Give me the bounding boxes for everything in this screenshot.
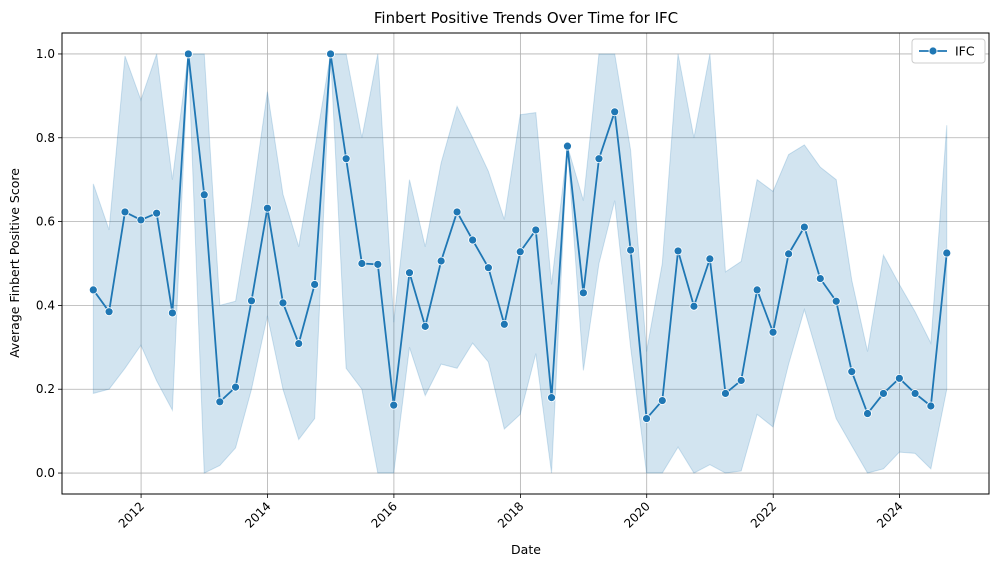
- y-tick-label: 0.0: [36, 466, 55, 480]
- data-point: [515, 247, 525, 257]
- data-point: [278, 298, 288, 308]
- data-point: [373, 259, 383, 269]
- y-tick-label: 0.4: [36, 298, 55, 312]
- legend-marker-swatch: [928, 46, 938, 56]
- data-point: [705, 254, 715, 264]
- data-point: [405, 268, 414, 278]
- y-tick-label: 0.6: [36, 215, 55, 229]
- plot-frame: [61, 32, 990, 495]
- data-point: [341, 154, 351, 164]
- data-point: [104, 307, 114, 317]
- data-point: [626, 245, 636, 255]
- data-point: [578, 288, 588, 298]
- data-point: [784, 249, 794, 259]
- data-point: [942, 248, 952, 258]
- data-point: [689, 301, 699, 311]
- data-point: [326, 49, 335, 59]
- data-point: [183, 49, 193, 59]
- y-tick-label: 0.8: [36, 131, 55, 145]
- data-point: [231, 382, 240, 392]
- legend-label-ifc: IFC: [955, 44, 975, 59]
- data-point: [531, 225, 541, 235]
- data-point: [152, 208, 162, 218]
- data-point: [894, 373, 904, 383]
- data-point: [721, 389, 730, 398]
- data-point: [847, 367, 857, 377]
- legend-box: [911, 38, 986, 64]
- data-point: [768, 327, 778, 337]
- data-point: [436, 256, 446, 266]
- data-point: [263, 203, 272, 213]
- data-point: [642, 414, 651, 423]
- data-point: [752, 285, 762, 295]
- data-point: [657, 396, 667, 405]
- data-point: [452, 207, 462, 217]
- data-point: [799, 222, 809, 232]
- data-point: [247, 296, 256, 306]
- data-point: [879, 389, 888, 398]
- legend: IFC: [911, 38, 986, 64]
- y-axis-label: Average Finbert Positive Score: [7, 168, 22, 358]
- data-point: [594, 154, 604, 164]
- data-point: [863, 409, 872, 418]
- data-point: [215, 397, 225, 407]
- data-point: [831, 296, 841, 306]
- data-point: [168, 308, 177, 318]
- data-point: [610, 107, 620, 117]
- data-point: [910, 389, 920, 398]
- data-point: [563, 141, 572, 151]
- data-point: [120, 207, 130, 217]
- y-tick-label: 1.0: [36, 47, 55, 61]
- data-point: [294, 339, 304, 348]
- data-point: [547, 393, 556, 403]
- data-point: [926, 401, 936, 411]
- data-point: [499, 319, 509, 329]
- data-point: [199, 190, 209, 200]
- data-point: [88, 285, 98, 295]
- x-axis-label: Date: [511, 542, 541, 557]
- data-point: [357, 259, 367, 268]
- y-tick-label: 0.2: [36, 382, 55, 396]
- data-point: [389, 400, 399, 410]
- chart-title: Finbert Positive Trends Over Time for IF…: [374, 9, 678, 27]
- data-point: [468, 235, 478, 245]
- grid-lines: [62, 33, 989, 494]
- data-point: [310, 280, 320, 289]
- data-point: [483, 263, 493, 273]
- data-point: [136, 215, 146, 225]
- data-point: [815, 274, 825, 283]
- y-axis-ticks: 0.0 0.2 0.4 0.6 0.8 1.0: [36, 47, 62, 480]
- data-point: [420, 321, 430, 331]
- series-markers: [88, 49, 952, 423]
- data-point: [673, 246, 683, 256]
- data-point: [736, 376, 746, 385]
